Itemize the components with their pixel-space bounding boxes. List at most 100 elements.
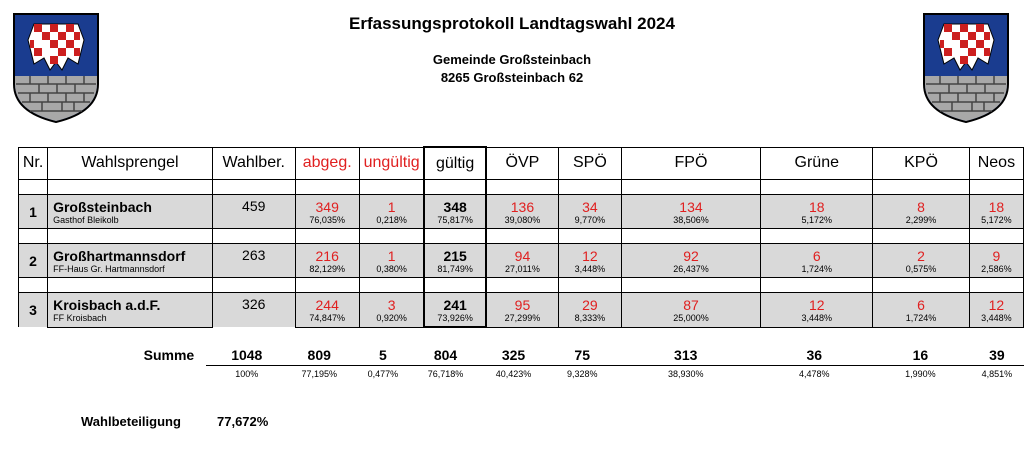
percent-value: 26,437% [620, 264, 762, 278]
polling-location: FF Kroisbach [47, 313, 213, 328]
percent-value: 3,448% [968, 313, 1024, 328]
invalid-votes: 1 [358, 243, 425, 264]
summary-percent: 1,990% [871, 365, 970, 382]
party-votes: 136 [485, 194, 560, 215]
column-header: abgeg. [294, 146, 360, 180]
percent-value: 3,448% [558, 264, 622, 278]
valid-votes: 348 [423, 194, 487, 215]
percent-value: 0,380% [358, 264, 425, 278]
valid-votes: 241 [423, 292, 487, 313]
summary-row: Summe 1048 809 5 804 325 75 313 36 16 39 [18, 345, 1024, 366]
percent-value: 75,817% [423, 215, 487, 229]
spacer-row [17, 228, 1024, 244]
percent-value: 73,926% [423, 313, 487, 328]
percent-value: 39,080% [485, 215, 560, 229]
party-votes: 18 [760, 194, 874, 215]
column-header: ÖVP [485, 146, 560, 180]
party-votes: 29 [558, 292, 622, 313]
spacer-row [17, 179, 1024, 195]
party-votes: 18 [968, 194, 1024, 215]
party-votes: 95 [485, 292, 560, 313]
coat-of-arms-icon [923, 13, 1009, 124]
summary-percent-row: 100% 77,195% 0,477% 76,718% 40,423% 9,32… [18, 365, 1024, 382]
polling-location: Gasthof Bleikolb [47, 215, 213, 229]
party-votes: 34 [558, 194, 622, 215]
percent-value: 3,448% [760, 313, 874, 328]
district-name: Großsteinbach [47, 194, 213, 215]
summary-percent: 9,328% [550, 365, 614, 382]
percent-value: 82,129% [294, 264, 360, 278]
municipality-name: Gemeinde Großsteinbach [432, 52, 592, 67]
percent-value: 27,299% [485, 313, 560, 328]
percent-value: 1,724% [760, 264, 874, 278]
summary-value: 313 [674, 347, 698, 363]
page-title: Erfassungsprotokoll Landtagswahl 2024 [349, 14, 675, 33]
municipality-address: 8265 Großsteinbach 62 [440, 70, 584, 85]
turnout-value: 77,672% [217, 414, 269, 429]
summary-percent: 4,478% [757, 365, 872, 382]
invalid-votes: 1 [358, 194, 425, 215]
row-number: 1 [17, 194, 49, 229]
summary-value: 325 [501, 347, 526, 363]
percent-value: 0,920% [358, 313, 425, 328]
summary-value: 36 [806, 347, 823, 363]
summary-percent: 100% [206, 365, 288, 382]
coat-of-arms-icon [13, 13, 99, 124]
row-number: 3 [17, 292, 49, 327]
percent-value: 0,218% [358, 215, 425, 229]
table-row-percent: Gasthof Bleikolb 76,035% 0,218% 75,817% … [19, 215, 1024, 229]
party-votes: 94 [485, 243, 560, 264]
table-row: 3 Kroisbach a.d.F. 326 244 3 241 95 29 8… [17, 292, 1024, 327]
summary-value: 809 [307, 347, 331, 363]
percent-value: 25,000% [620, 313, 762, 328]
row-number: 2 [17, 243, 49, 278]
party-votes: 12 [558, 243, 622, 264]
percent-value: 74,847% [294, 313, 360, 328]
percent-value: 5,172% [968, 215, 1024, 229]
column-header: Wahlber. [211, 146, 296, 180]
percent-value: 8,333% [558, 313, 622, 328]
percent-value: 81,749% [423, 264, 487, 278]
column-header: SPÖ [558, 146, 622, 180]
cast-votes: 349 [294, 194, 360, 215]
column-header: gültig [423, 146, 487, 180]
table-row-percent: FF-Haus Gr. Hartmannsdorf 82,129% 0,380%… [19, 264, 1024, 278]
eligible-voters: 459 [211, 194, 296, 229]
column-header: Wahlsprengel [47, 146, 213, 180]
summary-value: 1048 [231, 347, 263, 363]
party-votes: 87 [620, 292, 762, 313]
percent-value: 38,506% [620, 215, 762, 229]
summary-percent: 38,930% [613, 365, 758, 382]
district-name: Kroisbach a.d.F. [47, 292, 213, 313]
summary-percent: 4,851% [969, 365, 1024, 382]
results-table: Nr. Wahlsprengel Wahlber. abgeg. ungülti… [17, 146, 1024, 328]
party-votes: 12 [968, 292, 1024, 313]
party-votes: 12 [760, 292, 874, 313]
party-votes: 6 [872, 292, 970, 313]
percent-value: 2,586% [968, 264, 1024, 278]
column-header: Grüne [760, 146, 874, 180]
table-row: 2 Großhartmannsdorf 263 216 1 215 94 12 … [17, 243, 1024, 278]
summary-percent: 40,423% [476, 365, 551, 382]
column-header: ungültig [358, 146, 425, 180]
percent-value: 0,575% [872, 264, 970, 278]
party-votes: 6 [760, 243, 874, 264]
table-header-row: Nr. Wahlsprengel Wahlber. abgeg. ungülti… [17, 146, 1024, 180]
eligible-voters: 326 [211, 292, 296, 327]
summary-value: 804 [433, 347, 458, 363]
percent-value: 1,724% [872, 313, 970, 328]
summary-percent: 76,718% [414, 365, 477, 382]
party-votes: 92 [620, 243, 762, 264]
column-header: KPÖ [872, 146, 970, 180]
summary-label: Summe [143, 347, 195, 364]
percent-value: 2,299% [872, 215, 970, 229]
percent-value: 76,035% [294, 215, 360, 229]
cast-votes: 244 [294, 292, 360, 313]
party-votes: 134 [620, 194, 762, 215]
party-votes: 9 [968, 243, 1024, 264]
column-header: Nr. [17, 146, 49, 180]
summary-value: 5 [378, 347, 387, 363]
summary-value: 75 [574, 347, 590, 363]
table-row-percent: FF Kroisbach 74,847% 0,920% 73,926% 27,2… [19, 313, 1024, 328]
party-votes: 8 [872, 194, 970, 215]
